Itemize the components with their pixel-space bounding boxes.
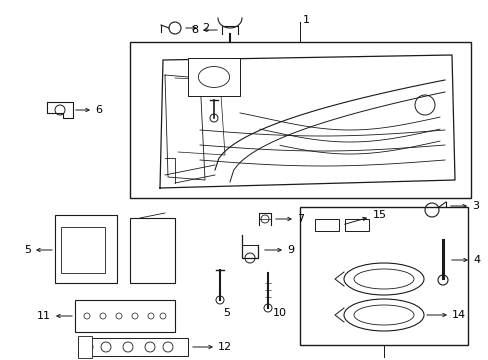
Ellipse shape bbox=[353, 269, 413, 289]
Text: 14: 14 bbox=[451, 310, 465, 320]
Bar bbox=[187, 58, 240, 96]
Bar bbox=[345, 219, 368, 231]
Bar bbox=[130, 42, 470, 198]
Bar bbox=[130, 218, 175, 283]
Text: 12: 12 bbox=[218, 342, 232, 352]
Text: 15: 15 bbox=[372, 210, 386, 220]
Ellipse shape bbox=[343, 263, 423, 295]
Ellipse shape bbox=[343, 299, 423, 331]
Bar bbox=[78, 338, 187, 356]
Ellipse shape bbox=[353, 305, 413, 325]
Text: 8: 8 bbox=[190, 25, 198, 35]
Bar bbox=[78, 336, 92, 358]
Text: 7: 7 bbox=[296, 214, 304, 224]
Ellipse shape bbox=[198, 67, 229, 87]
Text: 6: 6 bbox=[95, 105, 102, 115]
Bar bbox=[55, 215, 117, 283]
Bar bbox=[314, 219, 338, 231]
Bar bbox=[75, 300, 175, 332]
Text: 2: 2 bbox=[202, 23, 209, 33]
Text: 9: 9 bbox=[286, 245, 293, 255]
Text: 1: 1 bbox=[303, 15, 309, 25]
Text: 5: 5 bbox=[223, 308, 229, 318]
Text: 5: 5 bbox=[24, 245, 31, 255]
Text: 11: 11 bbox=[37, 311, 51, 321]
Text: 10: 10 bbox=[272, 308, 286, 318]
Bar bbox=[299, 207, 467, 345]
Bar bbox=[61, 227, 105, 273]
Text: 3: 3 bbox=[471, 201, 478, 211]
Text: 4: 4 bbox=[472, 255, 479, 265]
